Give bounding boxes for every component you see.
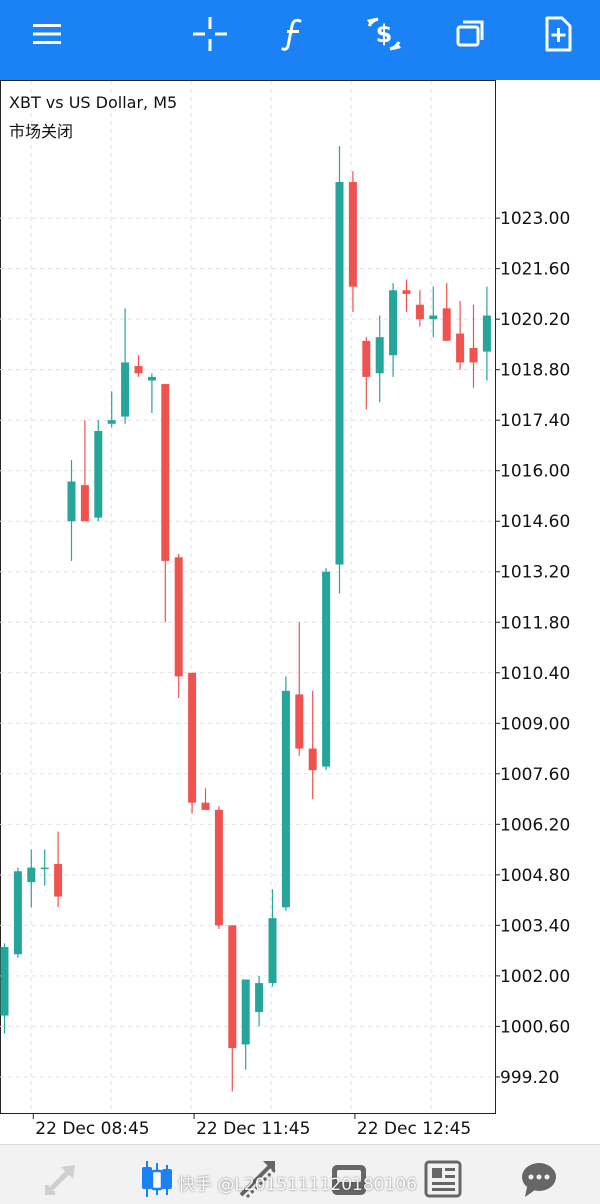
- y-axis-label: 1006.20: [500, 815, 570, 835]
- candlestick-chart-icon[interactable]: [132, 1159, 182, 1199]
- candle-body: [0, 947, 9, 1016]
- candle-body: [295, 694, 304, 749]
- windows-stack-svg: [456, 20, 484, 47]
- price-chart[interactable]: 1023.00 1021.60 1020.20 1018.80 1017.40 1016.…: [0, 80, 600, 1144]
- quotes-arrows-svg: [45, 1165, 75, 1195]
- y-axis-label: 1018.80: [500, 361, 570, 381]
- candle-body: [469, 348, 478, 363]
- y-axis-label: 1011.80: [500, 613, 570, 633]
- x-axis-label: 22 Dec 11:45: [196, 1119, 310, 1139]
- candle-body: [362, 340, 371, 377]
- hamburger-menu-svg: [33, 24, 61, 44]
- candle-body: [201, 802, 210, 810]
- y-axis-label: 1010.40: [500, 664, 570, 684]
- candle-body: [442, 308, 451, 341]
- candle-body: [389, 290, 398, 356]
- y-axis-label: 1002.00: [500, 967, 570, 987]
- watermark-text: 快手 @L2015111120180106: [178, 1175, 417, 1195]
- dollar-exchange-icon[interactable]: $: [354, 10, 414, 58]
- x-axis-label: 22 Dec 12:45: [357, 1119, 471, 1139]
- candle-body: [161, 384, 170, 561]
- candle-body: [308, 748, 317, 771]
- windows-stack-icon[interactable]: [440, 10, 500, 58]
- chat-bubble-icon[interactable]: [514, 1159, 564, 1199]
- candle-body: [281, 690, 290, 908]
- candle-body: [375, 337, 384, 374]
- function-f-svg: [281, 18, 302, 51]
- crosshair-svg: [193, 17, 227, 51]
- hamburger-menu-icon[interactable]: [17, 10, 77, 58]
- function-f-icon[interactable]: [264, 10, 324, 58]
- trade-trend-svg: [239, 1161, 277, 1199]
- candlestick-chart-svg: [142, 1161, 172, 1197]
- candle-body: [134, 366, 143, 374]
- candle-body: [13, 871, 22, 955]
- candle-body: [335, 182, 344, 565]
- candle-body: [268, 918, 277, 984]
- crosshair-icon[interactable]: [180, 10, 240, 58]
- candle-body: [322, 571, 331, 767]
- news-document-svg: [424, 1160, 462, 1198]
- candle-body: [255, 983, 264, 1012]
- candle-body: [348, 182, 357, 287]
- candle-body: [121, 362, 130, 417]
- y-axis-label: 1013.20: [500, 563, 570, 583]
- y-axis-label: 1007.60: [500, 765, 570, 785]
- candle-body: [54, 864, 63, 897]
- y-axis-label: 1016.00: [500, 462, 570, 482]
- y-axis-label: 1004.80: [500, 866, 570, 886]
- y-axis-label: 1021.60: [500, 260, 570, 280]
- candle-body: [67, 481, 76, 522]
- news-document-icon[interactable]: [418, 1159, 468, 1199]
- quotes-arrows-icon[interactable]: [36, 1159, 86, 1199]
- top-toolbar: $: [0, 0, 600, 80]
- trade-trend-icon[interactable]: [232, 1159, 282, 1199]
- candle-body: [40, 867, 49, 870]
- chat-bubble-svg: [522, 1163, 556, 1197]
- candle-body: [188, 672, 197, 803]
- history-inbox-svg: [332, 1165, 366, 1195]
- dollar-exchange-svg: $: [367, 17, 401, 51]
- x-axis-label: 22 Dec 08:45: [35, 1119, 149, 1139]
- svg-text:$: $: [376, 20, 393, 48]
- candle-body: [107, 420, 116, 424]
- document-plus-svg: [545, 16, 572, 52]
- y-axis-label: 1014.60: [500, 512, 570, 532]
- candle-body: [402, 290, 411, 294]
- y-axis-label: 1020.20: [500, 310, 570, 330]
- bottom-navigation: [0, 1144, 600, 1204]
- y-axis-label: 1009.00: [500, 714, 570, 734]
- candle-body: [94, 431, 103, 518]
- candle-body: [482, 315, 491, 352]
- candle-body: [228, 925, 237, 1049]
- candle-body: [174, 557, 183, 677]
- market-status: 市场关闭: [9, 122, 74, 141]
- candle-body: [429, 315, 438, 320]
- candle-body: [27, 867, 36, 883]
- y-axis-label: 999.20: [500, 1068, 559, 1088]
- history-inbox-icon[interactable]: [324, 1159, 374, 1199]
- y-axis-label: 1003.40: [500, 916, 570, 936]
- candle-body: [415, 304, 424, 320]
- candle-body: [456, 333, 465, 363]
- y-axis-label: 1000.60: [500, 1017, 570, 1037]
- candle-body: [147, 376, 156, 381]
- chart-title: XBT vs US Dollar, M5: [9, 93, 178, 112]
- y-axis-label: 1017.40: [500, 411, 570, 431]
- candle-body: [241, 979, 250, 1045]
- y-axis-label: 1023.00: [500, 209, 570, 229]
- candle-body: [214, 809, 223, 926]
- document-plus-icon[interactable]: [528, 10, 588, 58]
- chart-frame[interactable]: [0, 80, 496, 1114]
- candle-body: [80, 485, 89, 522]
